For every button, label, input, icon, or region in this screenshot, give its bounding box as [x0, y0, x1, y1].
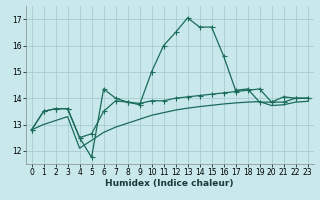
X-axis label: Humidex (Indice chaleur): Humidex (Indice chaleur) [105, 179, 234, 188]
